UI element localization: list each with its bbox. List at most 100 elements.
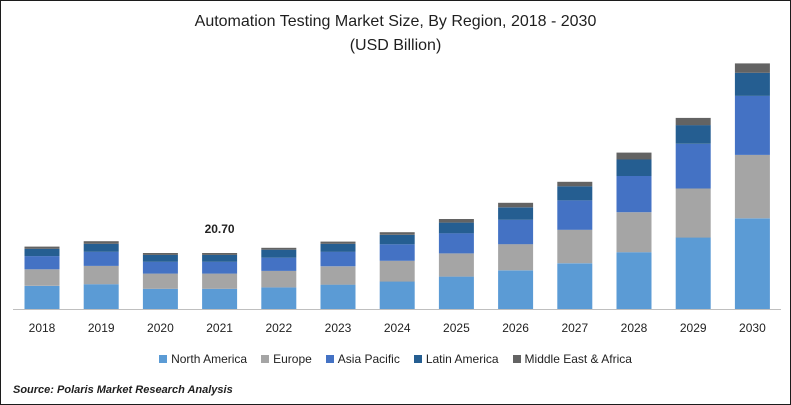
bar-latin-america-2020 (142, 254, 178, 262)
bar-north-america-2020 (142, 288, 178, 309)
legend-label-middle-east-and-africa: Middle East & Africa (524, 352, 632, 366)
legend-swatch-asia-pacific (325, 355, 334, 363)
x-tick-2026: 2026 (502, 321, 529, 335)
bar-asia-pacific-2027 (557, 200, 593, 230)
bar-middle-east-and-africa-2027 (557, 181, 593, 187)
bar-asia-pacific-2019 (83, 251, 119, 266)
x-tick-2025: 2025 (443, 321, 470, 335)
bar-latin-america-2023 (320, 243, 356, 252)
bar-latin-america-2027 (557, 186, 593, 201)
bar-asia-pacific-2030 (734, 96, 770, 155)
bar-middle-east-and-africa-2023 (320, 241, 356, 244)
bar-north-america-2025 (438, 276, 474, 309)
bar-europe-2020 (142, 273, 178, 289)
bar-middle-east-and-africa-2019 (83, 241, 119, 244)
bar-middle-east-and-africa-2021 (202, 253, 238, 255)
legend-swatch-latin-america (413, 355, 422, 363)
bar-north-america-2021 (202, 288, 238, 309)
x-tick-2018: 2018 (29, 321, 56, 335)
legend-item-latin-america: Latin America (413, 352, 499, 366)
bar-middle-east-and-africa-2020 (142, 253, 178, 255)
x-tick-2030: 2030 (739, 321, 766, 335)
bar-asia-pacific-2029 (675, 143, 711, 189)
x-tick-2021: 2021 (206, 321, 233, 335)
legend-swatch-europe (261, 355, 270, 363)
bar-north-america-2024 (379, 281, 415, 309)
bar-asia-pacific-2024 (379, 244, 415, 261)
bar-latin-america-2021 (202, 254, 238, 262)
bar-europe-2019 (83, 265, 119, 285)
legend-label-europe: Europe (273, 352, 312, 366)
bar-europe-2022 (261, 270, 297, 288)
bar-europe-2024 (379, 260, 415, 282)
bar-europe-2028 (616, 212, 652, 253)
x-tick-2022: 2022 (265, 321, 292, 335)
bar-middle-east-and-africa-2028 (616, 152, 652, 160)
x-tick-2024: 2024 (384, 321, 411, 335)
bar-middle-east-and-africa-2029 (675, 117, 711, 126)
bar-europe-2021 (202, 273, 238, 289)
bar-middle-east-and-africa-2018 (24, 246, 60, 249)
bar-europe-2018 (24, 269, 60, 286)
bar-latin-america-2018 (24, 248, 60, 257)
bar-latin-america-2022 (261, 249, 297, 258)
x-tick-2028: 2028 (621, 321, 648, 335)
bar-north-america-2018 (24, 285, 60, 309)
bar-latin-america-2030 (734, 72, 770, 96)
legend-label-latin-america: Latin America (425, 352, 499, 366)
legend-label-asia-pacific: Asia Pacific (337, 352, 400, 366)
bar-latin-america-2028 (616, 159, 652, 176)
bar-europe-2023 (320, 266, 356, 285)
bar-latin-america-2029 (675, 125, 711, 144)
bar-asia-pacific-2018 (24, 256, 60, 270)
bar-north-america-2030 (734, 218, 770, 309)
x-tick-2029: 2029 (680, 321, 707, 335)
x-tick-2019: 2019 (88, 321, 115, 335)
bar-middle-east-and-africa-2022 (261, 247, 297, 250)
bar-europe-2030 (734, 154, 770, 219)
bar-europe-2027 (557, 229, 593, 264)
bar-latin-america-2024 (379, 234, 415, 245)
bar-europe-2025 (438, 253, 474, 277)
bar-north-america-2023 (320, 284, 356, 309)
bar-asia-pacific-2023 (320, 251, 356, 267)
bar-middle-east-and-africa-2030 (734, 63, 770, 73)
bar-middle-east-and-africa-2024 (379, 232, 415, 235)
bar-asia-pacific-2026 (498, 219, 534, 245)
legend-label-north-america: North America (171, 352, 248, 366)
x-tick-2023: 2023 (325, 321, 352, 335)
chart-legend: North America Europe Asia Pacific Latin Ame… (1, 352, 790, 366)
bar-latin-america-2019 (83, 243, 119, 252)
legend-item-north-america: North America (159, 352, 247, 366)
bar-north-america-2028 (616, 252, 652, 309)
legend-item-asia-pacific: Asia Pacific (325, 352, 400, 366)
bar-north-america-2022 (261, 287, 297, 309)
x-tick-2027: 2027 (561, 321, 588, 335)
bar-europe-2029 (675, 188, 711, 238)
chart-title: Automation Testing Market Size, By Regio… (194, 13, 597, 30)
legend-swatch-middle-east-and-africa (512, 355, 521, 363)
bar-asia-pacific-2020 (142, 261, 178, 274)
chart-plot: 2018 2019 2020 20.70 2021 2022 2023 2024 2025 202… (13, 63, 781, 335)
bar-middle-east-and-africa-2025 (438, 219, 474, 223)
bar-north-america-2026 (498, 270, 534, 309)
legend-item-middle-east-and-africa: Middle East & Africa (512, 352, 632, 366)
bar-north-america-2027 (557, 263, 593, 309)
bar-europe-2026 (498, 244, 534, 271)
bar-asia-pacific-2021 (202, 261, 238, 274)
x-tick-2020: 2020 (147, 321, 174, 335)
legend-item-europe: Europe (261, 352, 312, 366)
legend-swatch-north-america (159, 355, 168, 363)
bar-latin-america-2026 (498, 207, 534, 220)
bar-asia-pacific-2028 (616, 176, 652, 213)
bar-asia-pacific-2025 (438, 233, 474, 254)
bar-north-america-2019 (83, 284, 119, 309)
source-note: Source: Polaris Market Research Analysis (13, 384, 233, 396)
chart-subtitle: (USD Billion) (349, 37, 442, 54)
data-label-2021: 20.70 (205, 222, 235, 236)
bar-asia-pacific-2022 (261, 257, 297, 271)
bar-north-america-2029 (675, 237, 711, 309)
bar-middle-east-and-africa-2026 (498, 202, 534, 208)
bar-latin-america-2025 (438, 222, 474, 234)
